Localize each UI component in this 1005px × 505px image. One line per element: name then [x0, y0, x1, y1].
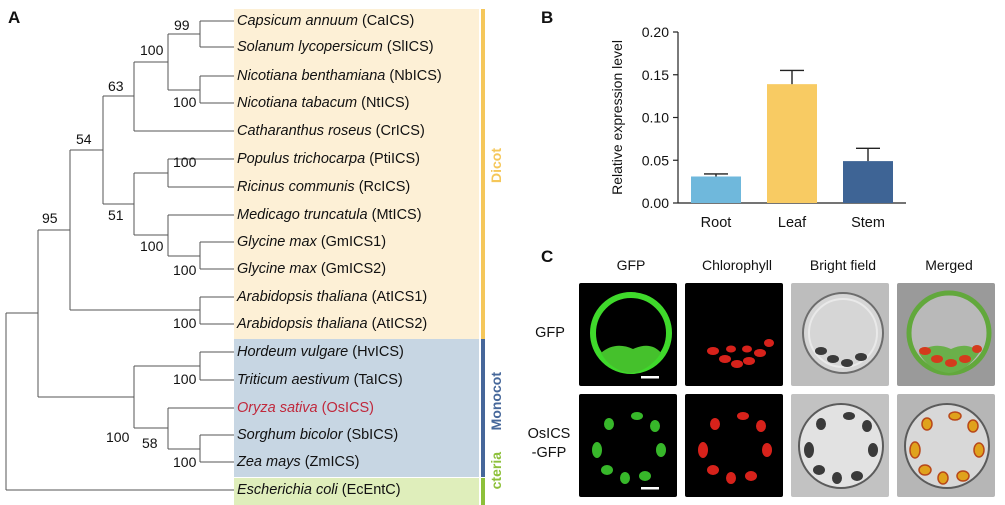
bootstrap-value: 100 [173, 371, 197, 387]
bacteria-label: cteria [488, 452, 504, 490]
column-header-gfp: GFP [616, 257, 646, 273]
column-header-merged: Merged [925, 257, 973, 273]
monocot-label: Monocot [488, 372, 504, 431]
micrograph-gfp-merged [897, 283, 995, 386]
taxon-label: Catharanthus roseus (CrICS) [237, 123, 425, 139]
taxon-label: Capsicum annuum (CaICS) [237, 13, 415, 29]
bootstrap-value: 63 [108, 78, 124, 94]
x-tick-label: Stem [851, 215, 885, 231]
taxon-label: Glycine max (GmICS2) [237, 261, 387, 277]
taxon-label: Ricinus communis (RcICS) [237, 179, 411, 195]
taxon-label: Escherichia coli (EcEntC) [237, 482, 401, 498]
taxon-label-highlighted: Oryza sativa (OsICS) [237, 400, 374, 416]
bootstrap-value: 100 [173, 154, 197, 170]
micrograph-osics-merged [897, 394, 995, 497]
bootstrap-value: 99 [174, 17, 190, 33]
bar [691, 176, 741, 203]
dicot-label: Dicot [488, 148, 504, 183]
micrograph-osics-gfp [579, 394, 677, 497]
bootstrap-value: 100 [106, 429, 130, 445]
bacteria-clade-bar [481, 478, 485, 505]
row-label-osics-gfp: OsICS -GFP [527, 426, 571, 461]
bar [843, 161, 893, 203]
bootstrap-value: 54 [76, 131, 92, 147]
taxon-label: Zea mays (ZmICS) [237, 454, 360, 470]
bootstrap-value: 100 [140, 238, 164, 254]
column-header-chlorophyll: Chlorophyll [701, 257, 773, 273]
bootstrap-value: 100 [140, 42, 164, 58]
taxon-label: Triticum aestivum (TaICS) [237, 372, 403, 388]
taxon-label: Sorghum bicolor (SbICS) [237, 427, 399, 443]
micrograph-gfp-bright-field [791, 283, 889, 386]
x-tick-label: Leaf [778, 215, 807, 231]
y-tick-label: 0.15 [642, 67, 669, 83]
taxon-label: Nicotiana benthamiana (NbICS) [237, 68, 442, 84]
expression-bar-chart: 0.00 0.05 0.10 0.15 0.20 Relative expression … [609, 24, 906, 231]
bootstrap-value: 58 [142, 435, 158, 451]
monocot-clade-bar [481, 339, 485, 477]
x-tick-label: Root [701, 215, 732, 231]
bootstrap-value: 100 [173, 94, 197, 110]
taxon-label: Medicago truncatula (MtICS) [237, 207, 422, 223]
panel-letter-a: A [8, 8, 21, 27]
bootstrap-value: 100 [173, 315, 197, 331]
y-axis-label: Relative expression level [609, 40, 625, 195]
monocot-band [234, 339, 479, 477]
dicot-clade-bar [481, 9, 485, 339]
taxon-label: Glycine max (GmICS1) [237, 234, 387, 250]
tree-branches [5, 20, 234, 491]
taxon-label: Nicotiana tabacum (NtICS) [237, 95, 410, 111]
bootstrap-value: 100 [173, 262, 197, 278]
micrograph-gfp-chlorophyll [685, 283, 783, 386]
taxon-label: Solanum lycopersicum (SlICS) [237, 39, 434, 55]
bacteria-band [234, 478, 479, 505]
taxon-label: Hordeum vulgare (HvICS) [237, 344, 404, 360]
bootstrap-value: 51 [108, 207, 124, 223]
y-tick-label: 0.00 [642, 195, 669, 211]
taxon-label: Arabidopsis thaliana (AtICS1) [237, 289, 428, 305]
micrograph-gfp-gfp [579, 283, 677, 386]
panel-letter-b: B [541, 8, 554, 27]
taxon-label: Arabidopsis thaliana (AtICS2) [237, 316, 428, 332]
bar [767, 84, 817, 203]
row-label-gfp: GFP [535, 325, 565, 341]
bootstrap-value: 95 [42, 210, 58, 226]
bootstrap-value: 100 [173, 454, 197, 470]
taxon-label: Populus trichocarpa (PtiICS) [237, 151, 420, 167]
column-header-bright-field: Bright field [809, 257, 877, 273]
micrograph-osics-chlorophyll [685, 394, 783, 497]
y-tick-label: 0.05 [642, 152, 669, 168]
micrograph-osics-bright-field [791, 394, 889, 497]
dicot-band [234, 9, 479, 339]
panel-letter-c: C [541, 247, 554, 266]
y-tick-label: 0.20 [642, 24, 669, 40]
y-tick-label: 0.10 [642, 110, 669, 126]
